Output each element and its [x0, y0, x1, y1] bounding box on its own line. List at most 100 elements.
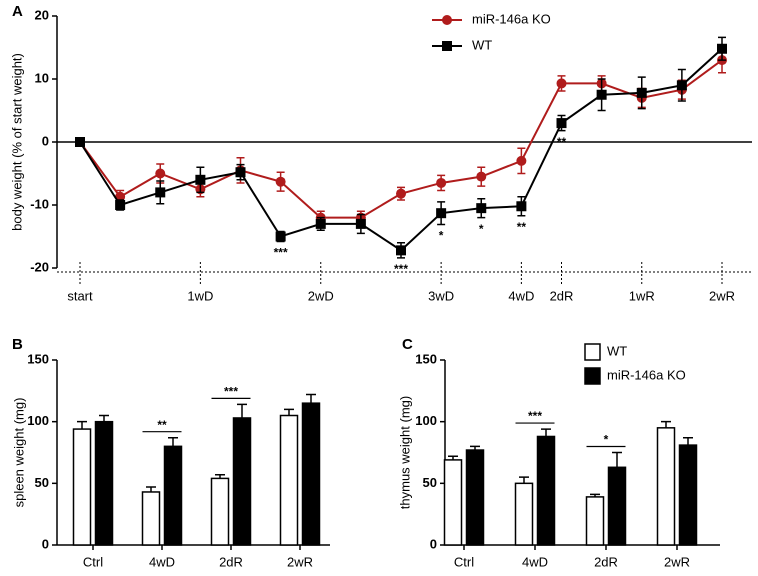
marker [275, 176, 286, 187]
error-bar [683, 436, 693, 446]
error-bar [168, 436, 178, 447]
marker [476, 203, 487, 214]
x-tick-label: 2wR [287, 554, 313, 569]
panel-label: C [402, 336, 413, 353]
series-line [79, 48, 723, 252]
marker [596, 89, 607, 100]
significance: *** [394, 262, 408, 276]
x-tick-label: 2wR [709, 288, 735, 303]
panel-label: A [12, 3, 23, 20]
x-tick-label: 2dR [219, 554, 243, 569]
marker [115, 200, 126, 210]
bar [210, 477, 230, 546]
x-tick-label: 4wD [149, 554, 175, 569]
significance: ** [557, 135, 567, 149]
legend-swatch [584, 367, 601, 385]
significance: * [479, 222, 484, 236]
marker [556, 78, 567, 89]
marker [516, 201, 527, 212]
marker [717, 43, 727, 54]
x-tick-label: 1wR [629, 288, 655, 303]
bar [94, 420, 114, 546]
error-bar [519, 476, 529, 484]
marker [275, 231, 286, 242]
error-bar [77, 420, 87, 430]
significance: * [604, 433, 609, 447]
marker [436, 177, 447, 188]
y-tick-label: 150 [27, 351, 49, 366]
bar [232, 417, 252, 546]
legend-marker [442, 41, 452, 51]
bar [656, 427, 676, 546]
bar [141, 491, 161, 546]
legend-label: miR-146a KO [472, 11, 551, 26]
marker [355, 218, 366, 229]
marker [636, 87, 647, 98]
marker [155, 187, 166, 198]
bar [585, 496, 605, 546]
x-tick-label: 2wR [664, 554, 690, 569]
x-tick-label: 2dR [550, 288, 574, 303]
bar [301, 402, 321, 546]
y-tick-label: 50 [35, 475, 49, 490]
x-tick-label: 4wD [508, 288, 534, 303]
marker [676, 80, 687, 91]
x-tick-label: 2wD [308, 288, 334, 303]
error-bar [99, 414, 109, 422]
marker [195, 174, 206, 185]
error-bar [306, 393, 316, 404]
y-tick-label: 100 [415, 413, 437, 428]
y-tick-label: 0 [42, 536, 49, 551]
x-tick-label: 4wD [522, 554, 548, 569]
significance: ** [517, 220, 527, 234]
error-bar [237, 403, 247, 418]
y-tick-label: 100 [27, 413, 49, 428]
x-tick-label: start [67, 288, 93, 303]
x-tick-label: Ctrl [454, 554, 474, 569]
marker [396, 188, 406, 199]
significance: *** [274, 246, 288, 260]
bar [163, 445, 183, 546]
bar [607, 466, 627, 546]
legend-marker [442, 15, 452, 25]
error-bar [284, 408, 294, 416]
marker [315, 218, 326, 229]
marker [556, 118, 567, 129]
significance: *** [528, 409, 542, 423]
error-bar [541, 428, 551, 437]
x-tick-label: 3wD [428, 288, 454, 303]
x-tick-label: 2dR [594, 554, 618, 569]
x-tick-label: 1wD [187, 288, 213, 303]
marker [476, 171, 487, 182]
y-tick-label: -20 [30, 259, 49, 274]
panel-label: B [12, 336, 23, 353]
bar [443, 459, 463, 546]
marker [235, 167, 246, 178]
x-tick-label: Ctrl [83, 554, 103, 569]
marker [436, 208, 447, 219]
marker [396, 245, 406, 256]
y-axis-title: spleen weight (mg) [11, 398, 26, 508]
bar [514, 482, 534, 546]
marker [155, 168, 166, 179]
bar [536, 435, 556, 546]
marker [75, 137, 85, 147]
y-tick-label: -10 [30, 196, 49, 211]
y-tick-label: 150 [415, 351, 437, 366]
error-bar [661, 420, 671, 428]
y-tick-label: 20 [35, 7, 49, 22]
y-tick-label: 10 [35, 70, 49, 85]
significance: *** [224, 385, 238, 399]
y-tick-label: 50 [423, 475, 437, 490]
marker [516, 155, 527, 166]
bar [465, 449, 485, 546]
legend-label: WT [607, 343, 627, 358]
legend-label: miR-146a KO [607, 367, 686, 382]
bar [279, 414, 299, 546]
bar [72, 428, 92, 546]
significance: * [439, 229, 444, 243]
error-bar [612, 451, 622, 468]
significance: ** [157, 418, 167, 432]
y-axis-title: body weight (% of start weight) [9, 53, 24, 231]
